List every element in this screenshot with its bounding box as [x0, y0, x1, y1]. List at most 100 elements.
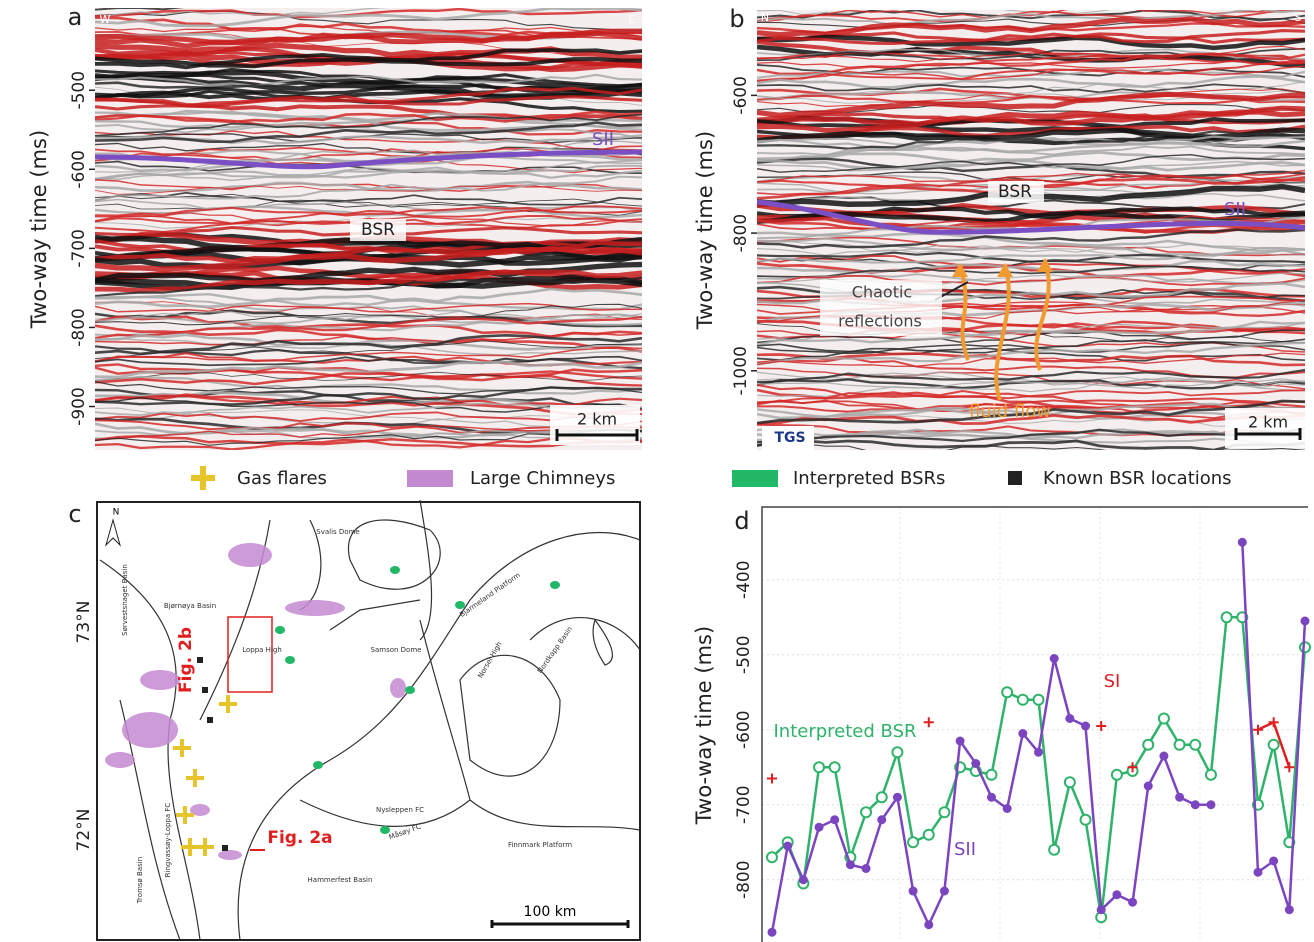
panel-letter: d [734, 507, 749, 535]
place-label: Svalis Dome [316, 528, 359, 536]
chimney [122, 712, 178, 748]
y-tick-label: -700 [69, 229, 89, 268]
legend-label: Interpreted BSRs [793, 468, 945, 489]
fig-label: Fig. 2b [176, 627, 196, 693]
point [956, 737, 965, 746]
legend-swatch [732, 470, 778, 487]
y-tick-label: -500 [734, 635, 754, 674]
place-label: Nysleppen FC [376, 806, 424, 814]
chimney [285, 600, 345, 616]
point [1159, 714, 1169, 724]
legend-label: Large Chimneys [470, 468, 615, 489]
y-tick-label: -800 [734, 860, 754, 899]
legend-swatch [407, 470, 453, 487]
point [1301, 617, 1310, 626]
point [1175, 740, 1185, 750]
y-tick-label: -700 [734, 785, 754, 824]
annotation: SII [1224, 199, 1246, 220]
point [814, 762, 824, 772]
point [1003, 804, 1012, 813]
annotation: E [629, 13, 636, 26]
annotation: fluid flow [969, 401, 1051, 422]
point [1238, 538, 1247, 547]
point [1206, 770, 1216, 780]
point [830, 762, 840, 772]
point [815, 823, 824, 832]
point [783, 842, 792, 851]
north-label: N [113, 508, 120, 518]
point [1050, 654, 1059, 663]
series-annotation: SII [954, 839, 976, 860]
scale-label: 100 km [524, 904, 577, 920]
annotation: BSR [361, 220, 395, 240]
place-label: Ringvassøy-Loppa FC [164, 803, 172, 878]
figure: -500-600-700-800-900Two-way time (ms)aWE… [0, 0, 1314, 942]
annotation: 2 km [577, 410, 617, 429]
chimney [390, 678, 406, 698]
point [830, 815, 839, 824]
point [1034, 748, 1043, 757]
point [1081, 815, 1091, 825]
known-bsr [207, 717, 213, 723]
point [767, 852, 777, 862]
y-axis-label: Two-way time (ms) [692, 626, 716, 825]
panel-letter: c [68, 500, 81, 528]
annotation: reflections [838, 312, 922, 331]
legend-label: Gas flares [237, 468, 327, 489]
point [1081, 722, 1090, 731]
point [1112, 890, 1121, 899]
place-label: Samson Dome [371, 646, 422, 654]
point [1191, 800, 1200, 809]
annotation: W [100, 13, 111, 26]
point [1269, 857, 1278, 866]
point [1065, 777, 1075, 787]
point [1159, 752, 1168, 761]
annotation: 2 km [1248, 413, 1288, 432]
point [1018, 729, 1027, 738]
point [1269, 740, 1279, 750]
place-label: Tromsø Basin [136, 857, 144, 904]
point [892, 747, 902, 757]
y-tick-label: -1000 [731, 346, 751, 395]
point [1144, 782, 1153, 791]
chimney [218, 850, 242, 860]
point [1034, 695, 1044, 705]
series-annotation: SI [1104, 671, 1121, 692]
y-tick-label: -600 [731, 76, 751, 115]
fig-label: Fig. 2a [267, 828, 332, 848]
point [1175, 793, 1184, 802]
legend-swatch [1008, 471, 1022, 485]
point [1049, 845, 1059, 855]
point [986, 770, 996, 780]
lat-label: 72°N [74, 809, 94, 852]
lat-label: 73°N [74, 601, 94, 644]
point [877, 792, 887, 802]
place-label: Loppa High [242, 646, 282, 654]
y-tick-label: -600 [734, 710, 754, 749]
y-tick-label: -900 [69, 387, 89, 426]
point [971, 759, 980, 768]
annotation: SII [592, 129, 614, 150]
bsr-area [405, 686, 415, 694]
panel-letter: b [729, 5, 744, 33]
bsr-area [275, 626, 285, 634]
y-axis-label: Two-way time (ms) [27, 130, 51, 329]
legend-label: Known BSR locations [1043, 468, 1232, 489]
chimney [228, 543, 272, 567]
point [846, 860, 855, 869]
annotation: Chaotic [852, 283, 912, 302]
point [987, 793, 996, 802]
point [1143, 740, 1153, 750]
y-tick-label: -800 [69, 308, 89, 347]
point [939, 807, 949, 817]
point [1190, 740, 1200, 750]
point [1253, 868, 1262, 877]
annotation: BSR [998, 182, 1032, 202]
place-label: Finnmark Platform [508, 841, 572, 849]
place-label: Hammerfest Basin [308, 876, 373, 884]
point [1018, 695, 1028, 705]
point [893, 793, 902, 802]
point [1097, 905, 1106, 914]
y-tick-label: -600 [69, 150, 89, 189]
point [924, 920, 933, 929]
